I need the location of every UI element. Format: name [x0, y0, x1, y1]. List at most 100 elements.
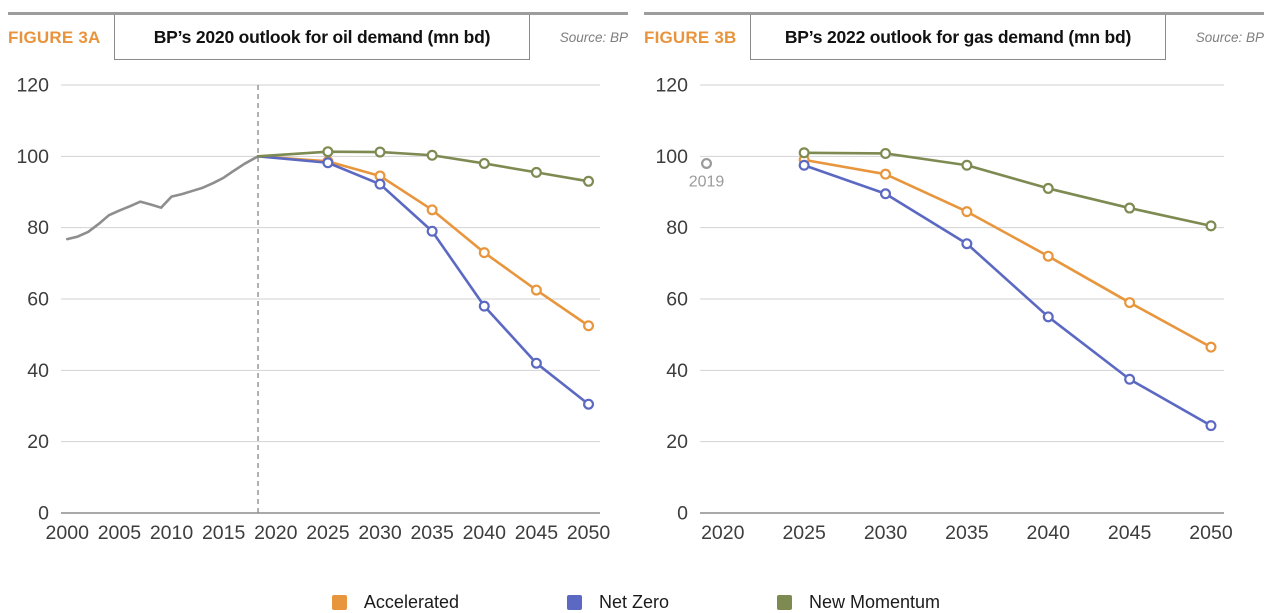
x-tick-label: 2030: [864, 522, 908, 544]
x-tick-label: 2045: [1108, 522, 1152, 544]
data-point-marker: [374, 146, 386, 158]
series-line: [802, 163, 1213, 427]
y-tick-label: 120: [655, 75, 688, 97]
x-tick-label: 2025: [782, 522, 826, 544]
x-tick-label: 2010: [150, 522, 194, 544]
data-point-marker: [530, 166, 542, 178]
legend-item-net-zero: Net Zero: [566, 592, 670, 613]
series-history: [65, 155, 260, 241]
data-point-marker: [798, 159, 810, 171]
legend-item-accelerated: Accelerated: [331, 592, 459, 613]
new-momentum-swatch-icon: [777, 595, 793, 610]
figure-3a-title: BP’s 2020 outlook for oil demand (mn bd): [114, 15, 530, 60]
data-point-marker: [374, 178, 386, 190]
x-tick-label: 2005: [98, 522, 142, 544]
series-net-zero: [256, 155, 595, 410]
gridlines: 0 20 40 60 80 100 120: [16, 75, 600, 525]
data-point-marker: [1042, 182, 1054, 194]
data-point-marker: [530, 357, 542, 369]
figure-3a-header: FIGURE 3A BP’s 2020 outlook for oil dema…: [8, 12, 628, 60]
data-point-marker: [701, 157, 713, 169]
data-point-marker: [1124, 373, 1136, 385]
x-axis-labels: 2020 2025 2030 2035 2040 2045 2050: [701, 522, 1233, 544]
x-tick-label: 2040: [1027, 522, 1071, 544]
y-tick-label: 0: [38, 503, 49, 525]
data-point-marker: [1205, 220, 1217, 232]
x-tick-label: 2045: [515, 522, 559, 544]
data-point-marker: [530, 284, 542, 296]
data-point-marker: [880, 188, 892, 200]
net-zero-swatch-icon: [566, 595, 582, 610]
y-tick-label: 40: [666, 360, 688, 382]
figure-3a-label: FIGURE 3A: [8, 27, 101, 47]
data-point-marker: [1042, 311, 1054, 323]
figure-3a-source: Source: BP: [559, 30, 628, 45]
data-point-marker: [426, 149, 438, 161]
series-line: [802, 151, 1213, 228]
point-year-label: 2019: [689, 173, 725, 190]
figure-3b: FIGURE 3B BP’s 2022 outlook for gas dema…: [644, 12, 1264, 550]
data-point-marker: [583, 398, 595, 410]
y-tick-label: 60: [666, 289, 688, 311]
y-tick-label: 100: [16, 146, 49, 168]
x-tick-label: 2020: [701, 522, 745, 544]
data-point-marker: [880, 168, 892, 180]
x-tick-label: 2035: [410, 522, 454, 544]
figure-3b-source: Source: BP: [1195, 30, 1264, 45]
data-point-marker: [322, 146, 334, 158]
x-tick-label: 2050: [567, 522, 611, 544]
data-point-marker: [478, 247, 490, 259]
x-tick-label: 2015: [202, 522, 246, 544]
accelerated-swatch-icon: [331, 595, 347, 610]
figures-row: FIGURE 3A BP’s 2020 outlook for oil dema…: [8, 12, 1264, 550]
data-point-marker: [961, 238, 973, 250]
data-point-marker: [478, 300, 490, 312]
series-new-momentum: [256, 146, 595, 187]
data-point-marker: [880, 147, 892, 159]
x-tick-label: 2020: [254, 522, 298, 544]
x-tick-label: 2050: [1189, 522, 1233, 544]
data-point-marker: [583, 175, 595, 187]
series-line: [65, 155, 260, 241]
series-net-zero: [798, 159, 1217, 432]
legend-label: New Momentum: [809, 592, 941, 612]
chart-legend: Accelerated Net Zero New Momentum: [8, 592, 1264, 613]
y-tick-label: 80: [666, 217, 688, 239]
y-tick-label: 120: [16, 75, 49, 97]
legend-label: Net Zero: [598, 592, 670, 612]
data-point-marker: [961, 159, 973, 171]
data-point-marker: [478, 157, 490, 169]
x-tick-label: 2035: [945, 522, 989, 544]
figure-3b-label: FIGURE 3B: [644, 27, 737, 47]
x-tick-label: 2040: [463, 522, 507, 544]
series-accelerated: [798, 154, 1217, 353]
gridlines: 0 20 40 60 80 100 120: [655, 75, 1224, 525]
data-point-marker: [1124, 202, 1136, 214]
data-point-marker: [961, 206, 973, 218]
data-point-marker: [1205, 420, 1217, 432]
y-tick-label: 80: [27, 217, 49, 239]
legend-label: Accelerated: [363, 592, 459, 612]
x-tick-label: 2000: [46, 522, 90, 544]
data-point-marker: [1205, 341, 1217, 353]
x-axis-labels: 2000 2005 2010 2015 2020 2025 2030 2035 2040 2045…: [46, 522, 611, 544]
series-line: [802, 158, 1213, 349]
data-point-marker: [426, 204, 438, 216]
series-2019: [701, 157, 713, 169]
data-point-marker: [583, 320, 595, 332]
figure-3b-title: BP’s 2022 outlook for gas demand (mn bd): [750, 15, 1166, 60]
y-tick-label: 40: [27, 360, 49, 382]
data-point-marker: [1124, 297, 1136, 309]
series-line: [256, 155, 590, 328]
x-tick-label: 2030: [358, 522, 402, 544]
series-new-momentum: [798, 147, 1217, 232]
figure-3a: FIGURE 3A BP’s 2020 outlook for oil dema…: [8, 12, 628, 550]
y-tick-label: 20: [27, 431, 49, 453]
x-tick-label: 2025: [306, 522, 350, 544]
y-tick-label: 100: [655, 146, 688, 168]
data-point-marker: [798, 147, 810, 159]
data-point-marker: [426, 225, 438, 237]
